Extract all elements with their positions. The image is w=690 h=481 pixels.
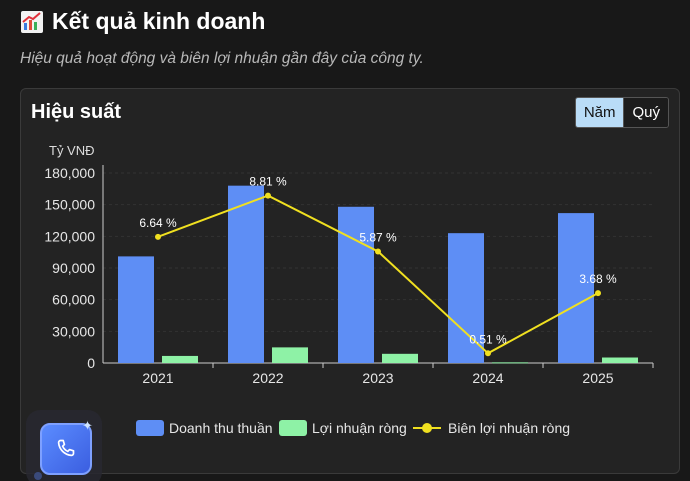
card-title: Hiệu suất: [31, 101, 122, 123]
legend-swatch-profit: [279, 420, 307, 436]
legend-swatch-revenue: [136, 420, 164, 436]
profit-bar: [602, 357, 638, 363]
profit-bar: [162, 355, 198, 363]
revenue-bar: [338, 206, 374, 363]
toggle-year-button[interactable]: Năm: [575, 98, 624, 127]
phone-icon: [57, 439, 75, 457]
performance-card: Hiệu suất Năm Quý Tỷ VNĐ 0 30,000 60,000 90,…: [20, 88, 680, 474]
x-tick-label: 2024: [472, 370, 503, 386]
margin-point: [375, 248, 381, 255]
page-header: Kết quả kinh doanh: [20, 8, 265, 35]
x-tick-label: 2022: [252, 370, 283, 386]
margin-data-label: 8.81 %: [249, 175, 287, 189]
legend-label-margin: Biên lợi nhuận ròng: [448, 420, 570, 436]
revenue-bar: [118, 256, 154, 363]
x-tick-label: 2021: [142, 370, 173, 386]
status-dot: [34, 472, 42, 480]
margin-point: [265, 192, 271, 199]
sparkle-icon: ✦: [82, 418, 93, 433]
period-toggle: Năm Quý: [574, 97, 669, 128]
margin-point: [485, 350, 491, 357]
y-tick-label: 150,000: [44, 197, 95, 213]
x-tick-label: 2025: [582, 370, 613, 386]
page-title: Kết quả kinh doanh: [52, 8, 266, 34]
y-tick-label: 180,000: [44, 165, 95, 181]
margin-data-label: 3.68 %: [579, 272, 617, 286]
revenue-bar: [448, 233, 484, 363]
margin-data-label: 0.51 %: [469, 332, 507, 346]
legend-swatch-margin-dot: [422, 423, 432, 433]
legend-label-profit: Lợi nhuận ròng: [312, 420, 407, 436]
y-tick-label: 30,000: [52, 323, 95, 339]
margin-data-label: 6.64 %: [139, 216, 177, 230]
legend-label-revenue: Doanh thu thuần: [169, 420, 273, 436]
toggle-quarter-button[interactable]: Quý: [623, 98, 668, 127]
revenue-bar: [558, 213, 594, 363]
y-tick-label: 90,000: [52, 260, 95, 276]
chart-increasing-icon: [21, 10, 43, 33]
y-axis-label: Tỷ VNĐ: [49, 143, 95, 158]
y-tick-label: 120,000: [44, 228, 95, 244]
performance-chart: Tỷ VNĐ 0 30,000 60,000 90,000 120,000 150,000 1…: [44, 143, 654, 436]
margin-point: [155, 233, 161, 240]
margin-line: [157, 194, 599, 355]
y-tick-label: 60,000: [52, 292, 95, 308]
profit-bar: [272, 347, 308, 363]
page-subtitle: Hiệu quả hoạt động và biên lợi nhuận gần…: [20, 50, 424, 67]
profit-bar: [382, 353, 418, 363]
profit-bar: [492, 362, 528, 364]
margin-point: [595, 290, 601, 297]
x-tick-label: 2023: [362, 370, 393, 386]
call-button[interactable]: [40, 423, 92, 475]
revenue-bar: [228, 185, 264, 363]
margin-data-label: 5.87 %: [359, 230, 397, 244]
y-tick-label: 0: [87, 355, 95, 371]
